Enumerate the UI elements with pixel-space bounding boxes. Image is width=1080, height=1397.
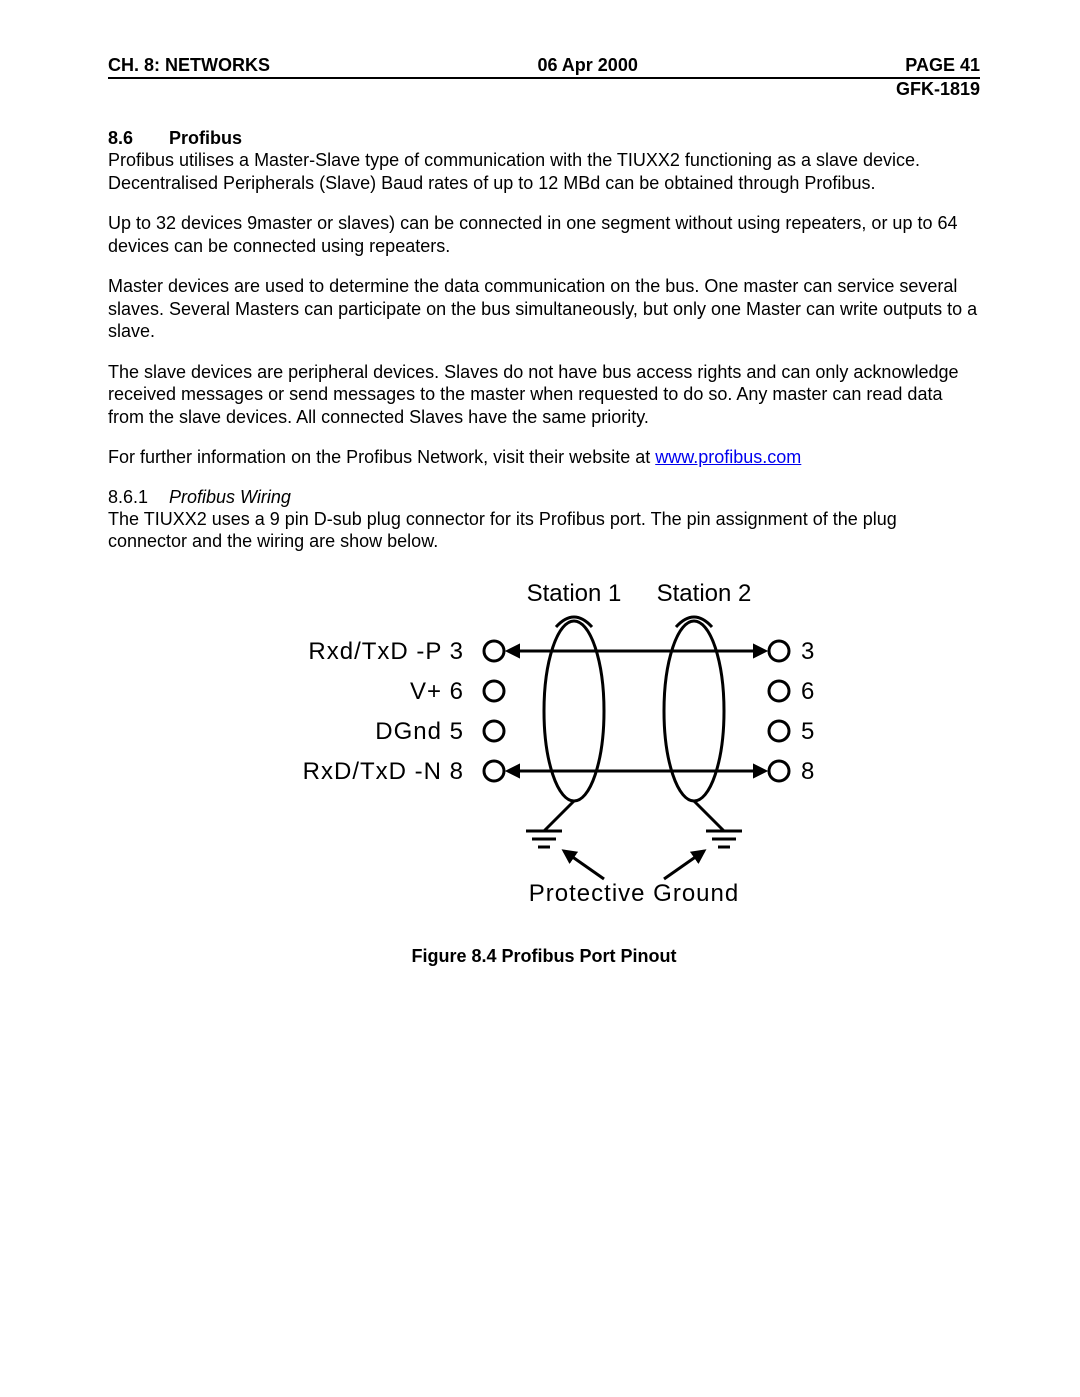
subsection-heading: 8.6.1 Profibus Wiring bbox=[108, 487, 980, 508]
svg-text:8: 8 bbox=[801, 758, 814, 785]
header-date: 06 Apr 2000 bbox=[537, 55, 637, 76]
paragraph-text: For further information on the Profibus … bbox=[108, 447, 655, 467]
figure-caption: Figure 8.4 Profibus Port Pinout bbox=[108, 946, 980, 967]
svg-text:DGnd 5: DGnd 5 bbox=[375, 718, 464, 745]
page-header: CH. 8: NETWORKS 06 Apr 2000 PAGE 41 bbox=[108, 55, 980, 79]
header-chapter: CH. 8: NETWORKS bbox=[108, 55, 270, 76]
svg-text:V+ 6: V+ 6 bbox=[410, 678, 464, 705]
paragraph: For further information on the Profibus … bbox=[108, 446, 980, 469]
svg-text:Rxd/TxD -P 3: Rxd/TxD -P 3 bbox=[308, 638, 464, 665]
subsection-name: Profibus Wiring bbox=[169, 487, 291, 507]
svg-text:6: 6 bbox=[801, 678, 814, 705]
paragraph: Up to 32 devices 9master or slaves) can … bbox=[108, 212, 980, 257]
svg-text:3: 3 bbox=[801, 638, 814, 665]
header-docnum: GFK-1819 bbox=[108, 79, 980, 100]
profibus-link[interactable]: www.profibus.com bbox=[655, 447, 801, 467]
svg-text:Station 2: Station 2 bbox=[657, 580, 752, 607]
section-name: Profibus bbox=[169, 128, 242, 148]
svg-text:Protective Ground: Protective Ground bbox=[529, 880, 739, 907]
section-heading: 8.6 Profibus bbox=[108, 128, 980, 149]
paragraph: Master devices are used to determine the… bbox=[108, 275, 980, 343]
section-number: 8.6 bbox=[108, 128, 164, 149]
svg-text:RxD/TxD -N 8: RxD/TxD -N 8 bbox=[303, 758, 464, 785]
paragraph: The slave devices are peripheral devices… bbox=[108, 361, 980, 429]
svg-text:Station 1: Station 1 bbox=[527, 580, 622, 607]
profibus-pinout-diagram: Station 1 Station 2 Rxd/TxD -P 3 V+ 6 DGnd 5… bbox=[224, 571, 864, 931]
paragraph: The TIUXX2 uses a 9 pin D-sub plug conne… bbox=[108, 508, 980, 553]
header-page: PAGE 41 bbox=[905, 55, 980, 76]
subsection-number: 8.6.1 bbox=[108, 487, 164, 508]
svg-text:5: 5 bbox=[801, 718, 814, 745]
paragraph: Profibus utilises a Master-Slave type of… bbox=[108, 149, 980, 194]
figure: Station 1 Station 2 Rxd/TxD -P 3 V+ 6 DGnd 5… bbox=[108, 571, 980, 967]
